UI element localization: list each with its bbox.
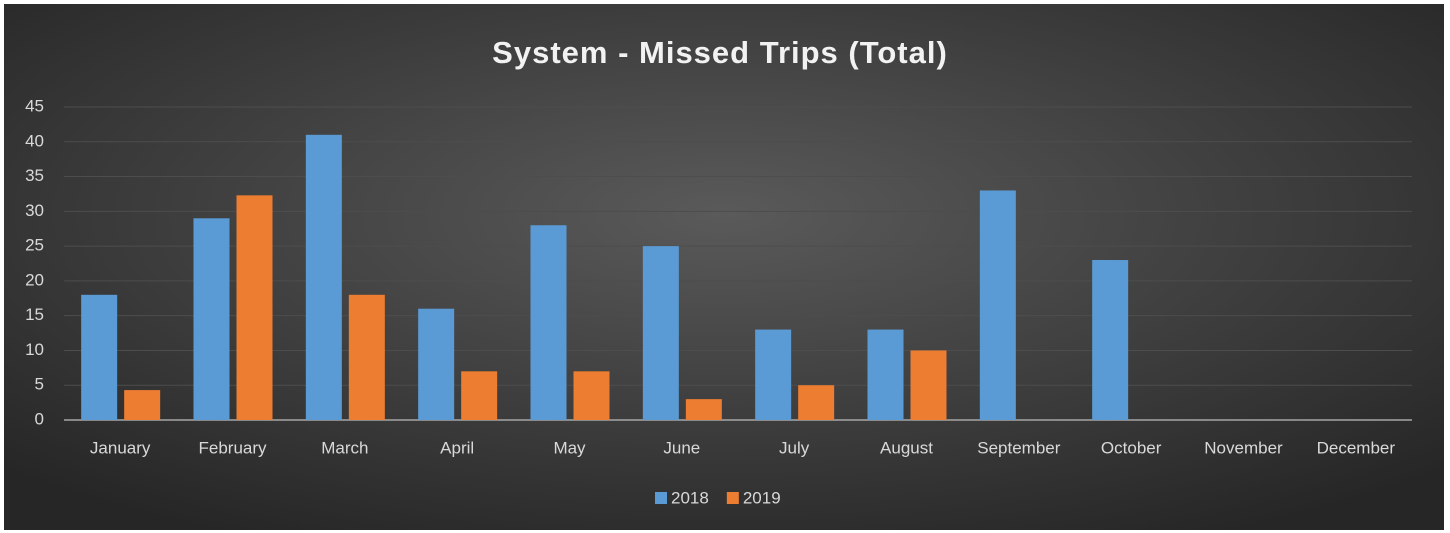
x-tick-label: April bbox=[440, 438, 474, 457]
x-tick-label: February bbox=[198, 438, 267, 457]
x-tick-label: October bbox=[1101, 438, 1162, 457]
bar bbox=[305, 134, 342, 421]
x-tick-label: March bbox=[321, 438, 368, 457]
y-tick-label: 35 bbox=[25, 166, 44, 185]
x-tick-label: June bbox=[663, 438, 700, 457]
bar bbox=[642, 246, 679, 420]
legend-label: 2019 bbox=[743, 488, 781, 507]
y-tick-label: 5 bbox=[35, 375, 44, 394]
bar bbox=[81, 294, 118, 420]
bar bbox=[867, 329, 904, 420]
legend-swatch bbox=[726, 492, 739, 504]
bar bbox=[193, 218, 230, 420]
x-tick-label: September bbox=[977, 438, 1060, 457]
x-tick-label: July bbox=[779, 438, 810, 457]
bar bbox=[1092, 260, 1129, 420]
x-tick-label: January bbox=[90, 438, 151, 457]
y-tick-label: 30 bbox=[25, 201, 44, 220]
y-tick-label: 10 bbox=[25, 340, 44, 359]
bar bbox=[979, 190, 1016, 420]
x-tick-label: November bbox=[1204, 438, 1283, 457]
x-tick-label: May bbox=[553, 438, 586, 457]
bar bbox=[236, 195, 273, 420]
y-tick-label: 25 bbox=[25, 236, 44, 255]
y-tick-label: 0 bbox=[35, 409, 44, 428]
x-tick-label: August bbox=[880, 438, 933, 457]
bar bbox=[798, 385, 835, 420]
bar bbox=[685, 399, 722, 420]
bar bbox=[124, 390, 161, 420]
bar bbox=[418, 308, 455, 420]
bar bbox=[910, 350, 947, 420]
y-tick-label: 20 bbox=[25, 270, 44, 289]
bar bbox=[348, 294, 385, 420]
bar bbox=[530, 225, 567, 420]
bar bbox=[461, 371, 498, 420]
chart-title: System - Missed Trips (Total) bbox=[492, 35, 948, 70]
y-tick-label: 45 bbox=[25, 96, 44, 115]
y-tick-label: 15 bbox=[25, 305, 44, 324]
bar bbox=[573, 371, 610, 420]
y-tick-label: 40 bbox=[25, 131, 44, 150]
bar bbox=[755, 329, 792, 420]
legend-swatch bbox=[655, 492, 667, 504]
x-tick-label: December bbox=[1317, 438, 1396, 457]
legend-label: 2018 bbox=[671, 488, 709, 507]
